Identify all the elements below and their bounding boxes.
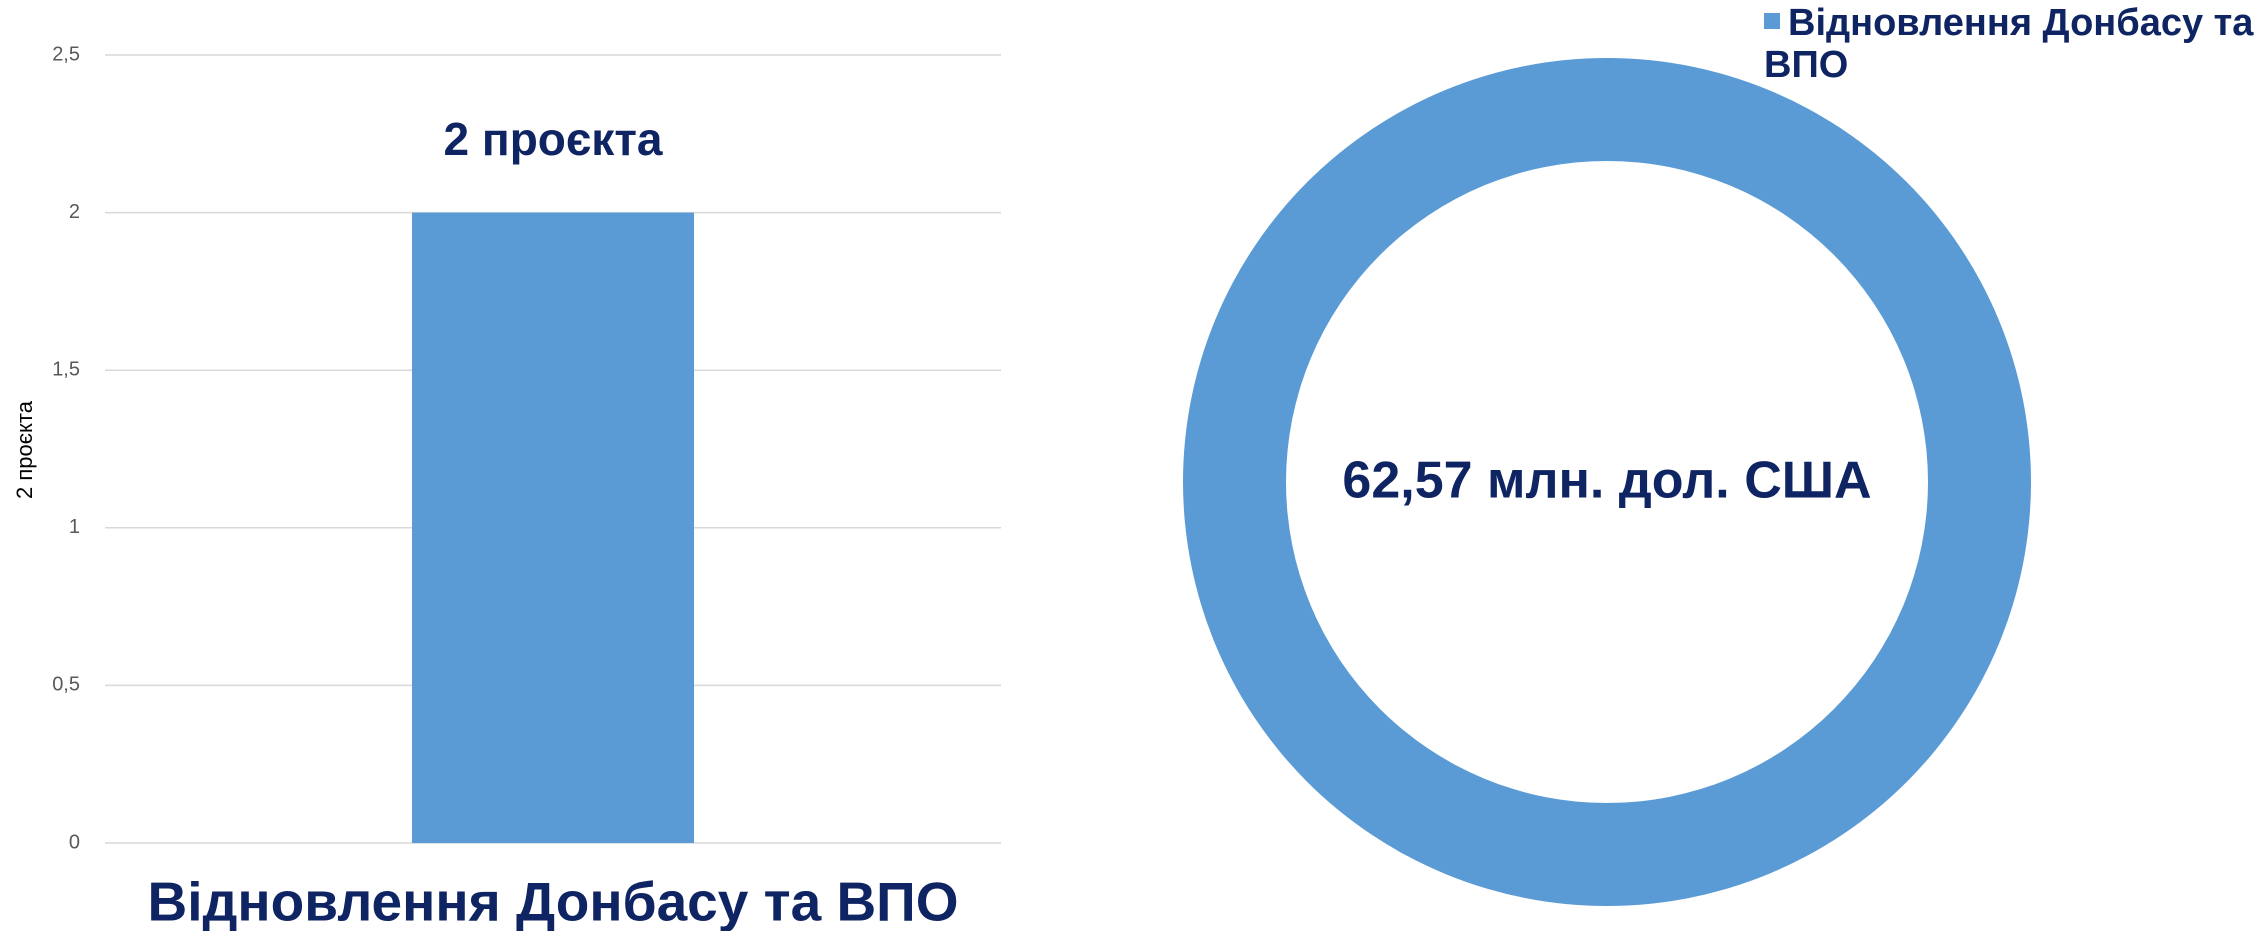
y-tick-label: 0 [69,831,80,853]
value-label: 2 проєкта [444,113,663,165]
y-tick-label: 1,5 [52,358,80,380]
legend: Відновлення Донбасу та ВПО [1764,2,2264,86]
legend-swatch [1764,13,1780,29]
y-axis-label: 2 проєкта [12,400,37,499]
y-tick-label: 0,5 [52,674,80,696]
y-tick-label: 2 [69,201,80,223]
y-tick-label: 1 [69,516,80,538]
x-tick-label: Відновлення Донбасу та ВПО [148,871,959,931]
value-label: 62,57 млн. дол. США [1342,452,1871,510]
bar [412,212,694,844]
legend-label: Відновлення Донбасу та ВПО [1764,2,2254,86]
legend-item: Відновлення Донбасу та ВПО [1764,2,2264,86]
y-tick-label: 2,5 [52,43,80,65]
